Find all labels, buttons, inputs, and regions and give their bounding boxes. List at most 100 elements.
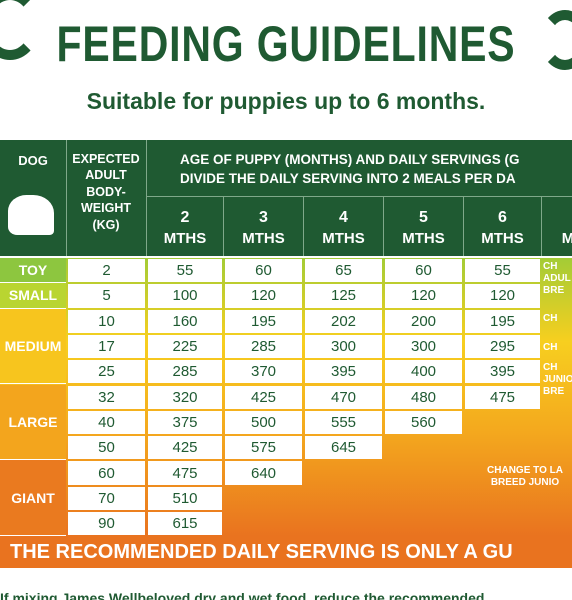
serving-cell: 395 [305,360,382,384]
weight-cell: 90 [68,512,145,536]
serving-cell: 120 [465,284,540,308]
serving-cell: 500 [225,410,302,435]
serving-cell: 60 [385,259,462,283]
weight-cell: 10 [68,309,145,333]
divider [303,196,304,256]
title: FEEDING GUIDELINES [56,16,516,72]
weight-cell: 17 [68,334,145,359]
group-label: SMALL [0,283,66,309]
group-label: TOY [0,258,66,284]
weight-head: ADULT [85,168,127,182]
note: BRE [543,385,565,397]
serving-cell: 300 [385,334,462,359]
note: BREED JUNIO [490,476,560,488]
age-head: DIVIDE THE DAILY SERVING INTO 2 MEALS PE… [180,171,516,186]
note: BRE [543,284,565,296]
serving-cell: 225 [148,334,222,359]
month-head: MTHS [163,229,207,247]
serving-cell: 560 [385,410,462,435]
serving-cell: 195 [465,309,540,333]
group-label: MEDIUM [0,308,66,385]
serving-cell: 510 [148,486,222,510]
serving-cell: 295 [465,334,540,359]
serving-cell: 425 [225,385,302,409]
group-label: LARGE [0,384,66,461]
serving-cell: 370 [225,360,302,384]
serving-cell: 615 [148,512,222,536]
weight-cell: 32 [68,385,145,409]
serving-cell: 555 [305,410,382,435]
dog-head: DOG [18,152,48,168]
weight-cell: 70 [68,486,145,510]
serving-cell: 395 [465,360,540,384]
leaf-right [540,10,572,70]
serving-cell: 575 [225,436,302,460]
note: JUNIO [543,373,572,385]
month-head: MTHS [242,229,285,247]
month-head: 4 [339,209,348,226]
month-head: 3 [259,209,268,226]
weight-head: WEIGHT [81,201,131,215]
serving-cell: 470 [305,385,382,409]
divider [383,196,384,256]
month-head: 2 [180,209,190,226]
subtitle: Suitable for puppies up to 6 months. [86,87,486,114]
weight-cell: 2 [68,259,145,283]
divider [147,196,572,197]
weight-cell: 60 [68,461,145,485]
serving-cell: 120 [225,284,302,308]
serving-cell: 640 [225,461,302,485]
month-head: MTHS [402,229,445,247]
serving-cell: 200 [385,309,462,333]
month-head: M [561,229,572,247]
divider [66,140,67,256]
weight-head: (KG) [92,217,120,232]
serving-cell: 195 [225,309,302,333]
note: CHANGE TO LA [487,464,563,476]
serving-cell: 475 [148,461,222,485]
divider [541,196,542,256]
serving-cell: 375 [148,410,222,435]
weight-head: BODY- [86,184,126,199]
note: CH [543,313,558,325]
divider [223,196,224,256]
serving-cell: 60 [225,259,302,283]
month-head: 6 [498,209,507,226]
note: CH [543,361,558,373]
serving-cell: 645 [305,436,382,460]
weight-cell: 25 [68,360,145,384]
serving-cell: 320 [148,385,222,409]
age-head: AGE OF PUPPY (MONTHS) AND DAILY SERVINGS… [180,152,520,167]
serving-cell: 475 [465,385,540,409]
serving-cell: 100 [148,284,222,308]
weight-cell: 40 [68,410,145,435]
leaf-left [0,0,40,60]
note: ADUL [543,272,571,284]
note: CH [543,342,558,354]
serving-cell: 55 [148,259,222,283]
group-label: GIANT [0,460,66,537]
weight-cell: 5 [68,284,145,308]
banner: THE RECOMMENDED DAILY SERVING IS ONLY A … [0,536,572,569]
divider [463,196,464,256]
table-header [0,140,572,256]
serving-cell: 285 [225,334,302,359]
serving-cell: 202 [305,309,382,333]
serving-cell: 400 [385,360,462,384]
note: CH [543,260,558,272]
divider [146,140,147,256]
weight-cell: 50 [68,436,145,460]
serving-cell: 285 [148,360,222,384]
month-head: MTHS [322,229,365,247]
serving-cell: 120 [385,284,462,308]
serving-cell: 125 [305,284,382,308]
serving-cell: 480 [385,385,462,409]
weight-head: EXPECTED [72,151,140,166]
serving-cell: 160 [148,309,222,333]
footer-note: If mixing James Wellbeloved dry and wet … [0,590,485,600]
serving-cell: 300 [305,334,382,359]
serving-cell: 55 [465,259,540,283]
dog-icon [8,195,54,235]
